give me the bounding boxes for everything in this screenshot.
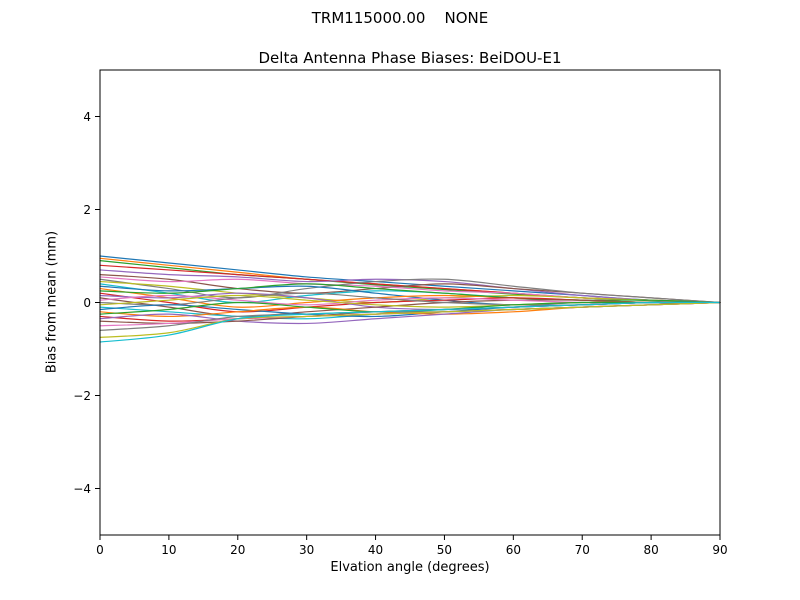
y-tick-label: 2 [83,202,91,217]
y-tick-label: −4 [73,481,91,496]
x-tick-label: 60 [505,543,521,557]
bias-line-series-13 [99,283,721,304]
bias-line-series-29 [99,301,721,338]
x-tick-label: 40 [367,543,384,557]
y-tick-label: −2 [73,388,91,403]
x-tick-label: 0 [96,543,104,557]
x-tick-label: 80 [643,543,659,557]
x-tick-label: 10 [161,543,177,557]
x-tick-label: 90 [712,543,728,557]
x-tick-label: 20 [230,543,246,557]
y-tick-label: 4 [83,109,91,124]
x-axis-label: Elvation angle (degrees) [330,560,490,575]
bias-line-series-08 [99,278,721,304]
x-tick-label: 70 [574,543,590,557]
figure-title: TRM115000.00 NONE [311,9,489,27]
y-tick-label: 0 [83,295,91,310]
x-tick-label: 50 [436,543,453,557]
x-tick-label: 30 [299,543,315,557]
axes-title: Delta Antenna Phase Biases: BeiDOU-E1 [258,49,562,67]
bias-line-series-16 [99,297,721,318]
bias-line-series-30 [99,301,721,343]
